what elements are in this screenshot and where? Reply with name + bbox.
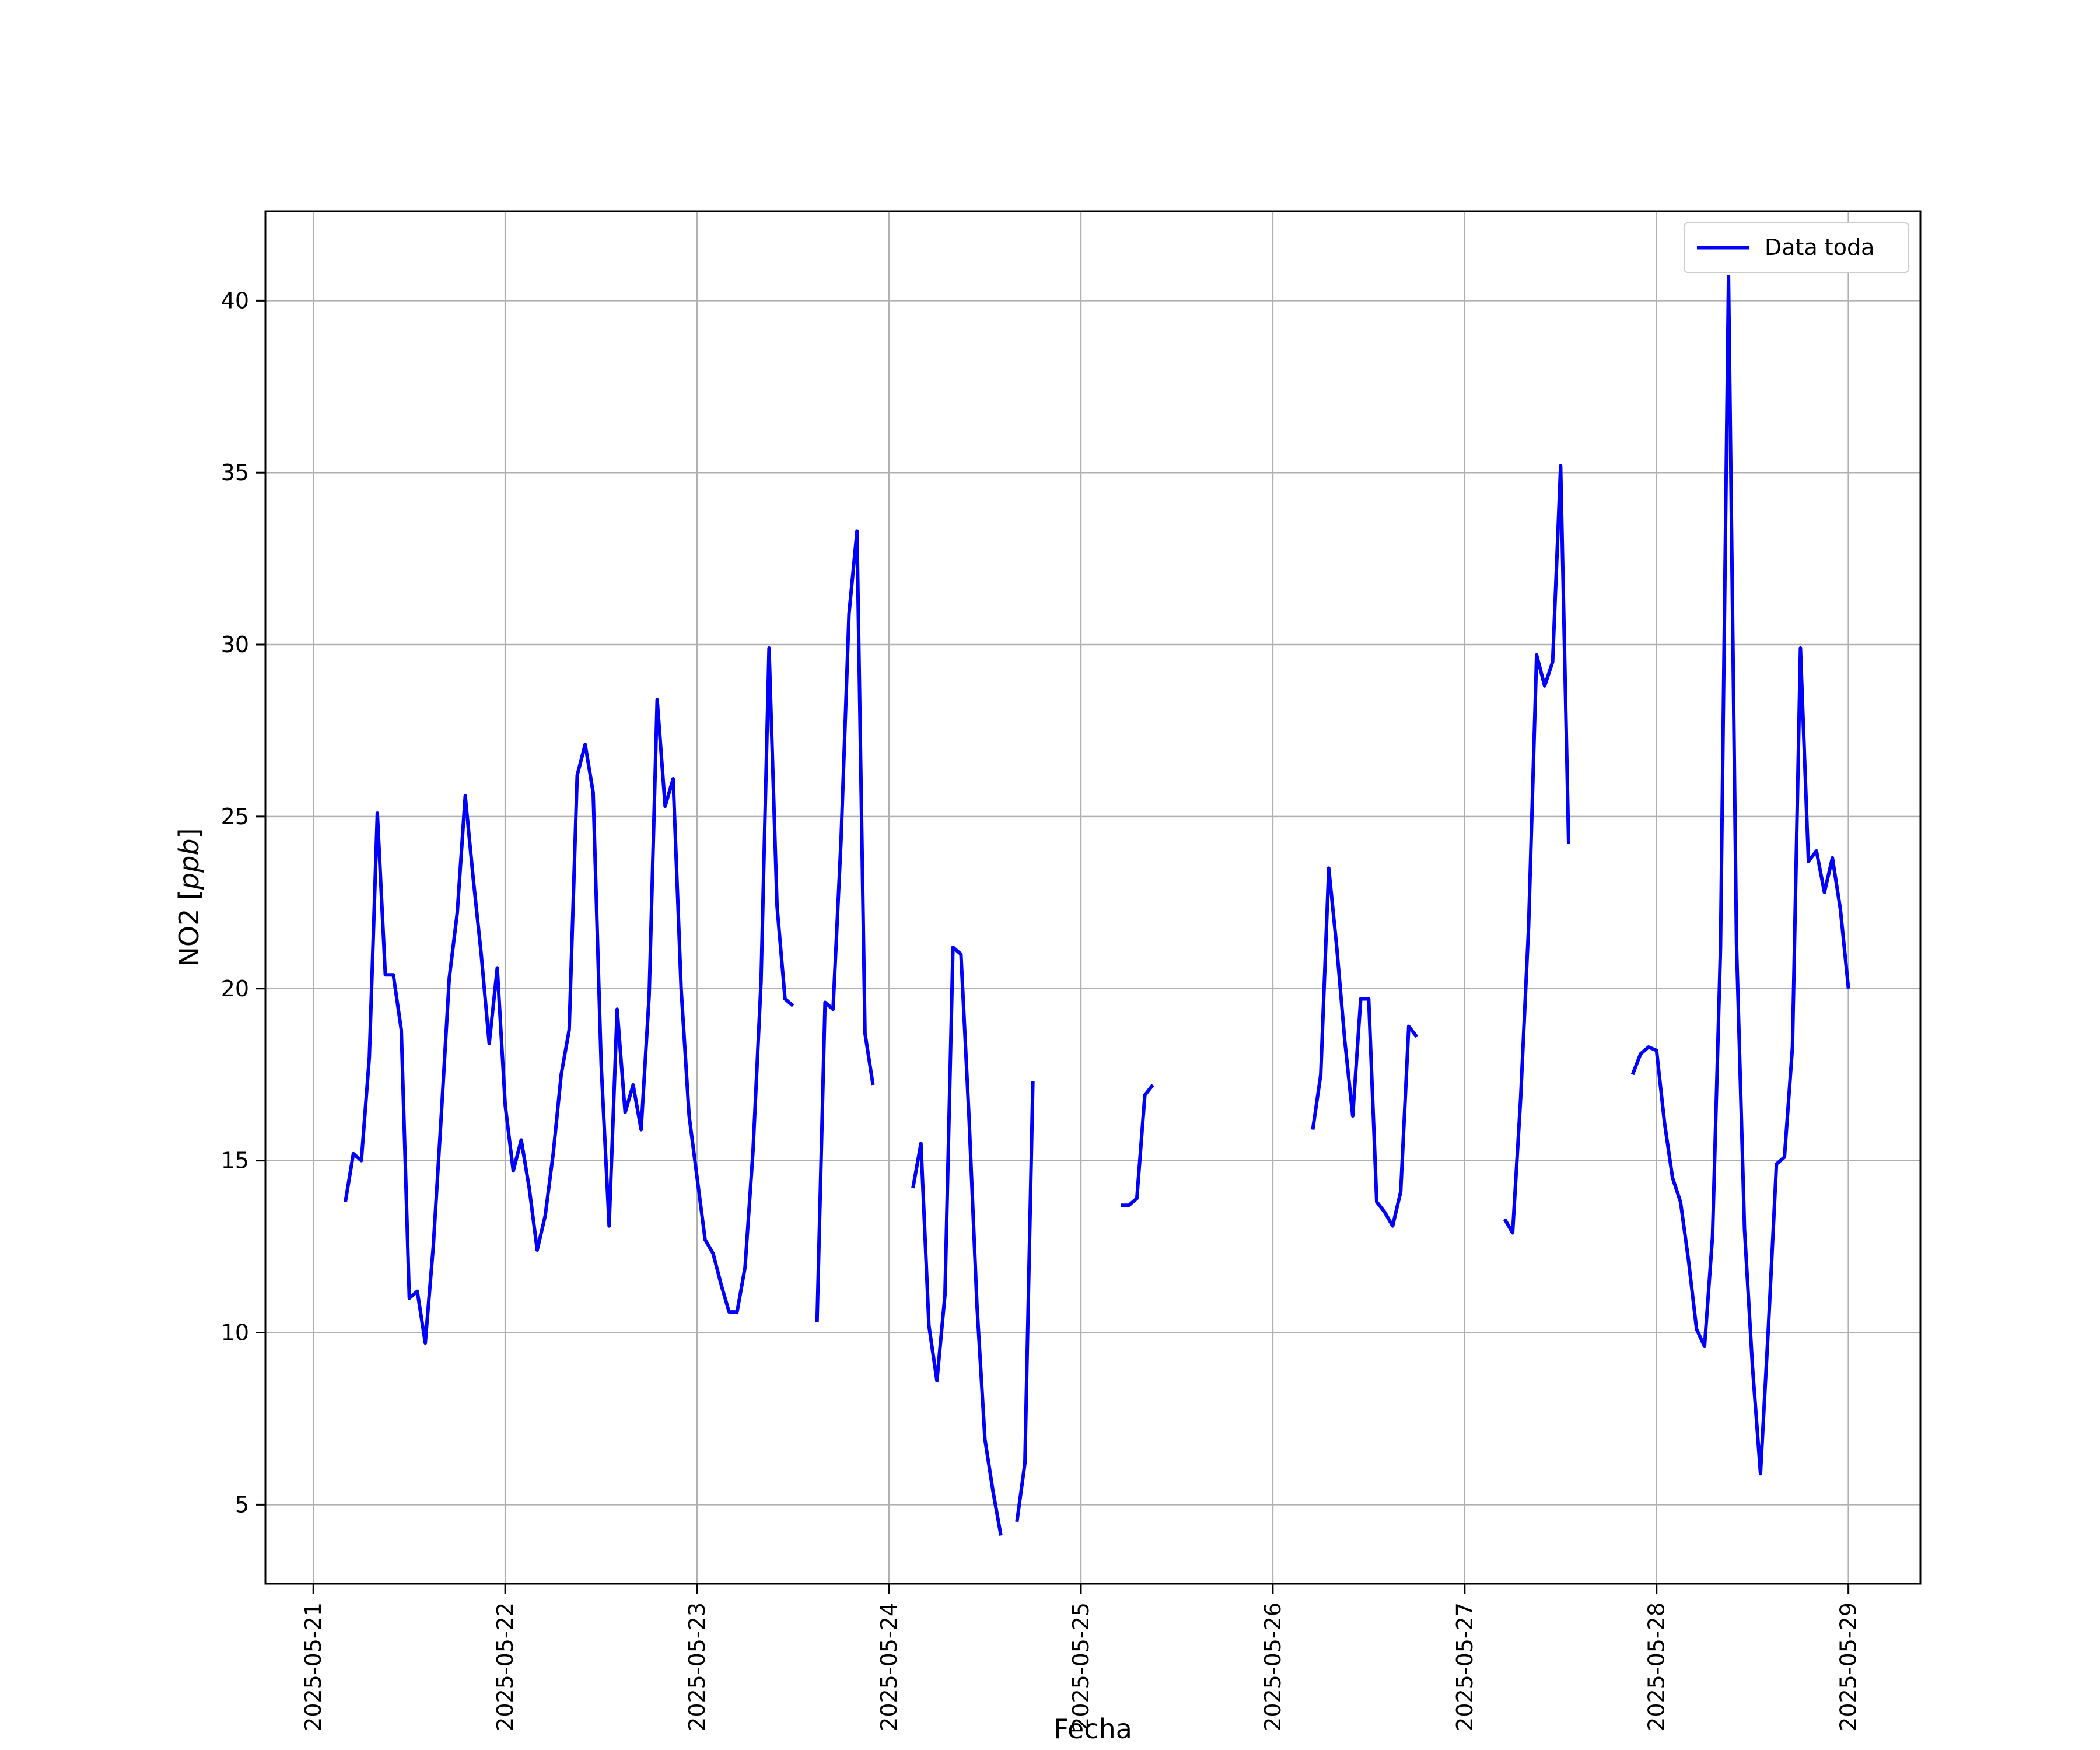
x-tick-label: 2025-05-29 xyxy=(1836,1602,1861,1731)
series-layer xyxy=(344,275,1850,1536)
series-line-segment xyxy=(1503,464,1570,1235)
x-tick-label: 2025-05-22 xyxy=(492,1602,518,1731)
y-axis-label: NO2 [ppb] xyxy=(173,828,205,967)
x-tick-label: 2025-05-24 xyxy=(876,1602,902,1731)
y-tick-label: 35 xyxy=(221,460,249,485)
y-tick-label: 10 xyxy=(221,1320,249,1346)
legend-box xyxy=(1684,222,1909,273)
legend: Data toda xyxy=(1684,222,1909,273)
series-line-segment xyxy=(1311,866,1418,1228)
y-tick-label: 20 xyxy=(221,976,249,1002)
x-tick-label: 2025-05-23 xyxy=(684,1602,710,1731)
x-tick-label: 2025-05-28 xyxy=(1644,1602,1670,1731)
plot-frame xyxy=(264,210,1922,1585)
y-tick-label: 5 xyxy=(235,1492,249,1517)
x-axis-label: Fecha xyxy=(1054,1713,1132,1745)
y-tick-label: 15 xyxy=(221,1148,249,1174)
grid xyxy=(265,211,1920,1584)
x-axis: 2025-05-21 2025-05-22 2025-05-23 2025-05-24… xyxy=(300,1584,1861,1731)
series-line-segment xyxy=(1630,275,1850,1476)
x-tick-label: 2025-05-27 xyxy=(1452,1602,1478,1731)
series-line-segment xyxy=(1015,1081,1035,1522)
y-tick-label: 25 xyxy=(221,804,249,830)
y-tick-label: 30 xyxy=(221,632,249,657)
x-tick-label: 2025-05-26 xyxy=(1260,1602,1286,1731)
series-line-segment xyxy=(911,946,1003,1536)
legend-label: Data toda xyxy=(1765,235,1874,260)
series-line-segment xyxy=(1121,1084,1154,1208)
x-tick-label: 2025-05-21 xyxy=(300,1602,326,1731)
x-tick-label: 2025-05-25 xyxy=(1068,1602,1094,1731)
y-tick-label: 40 xyxy=(221,288,249,313)
y-axis: 5 10 15 20 25 30 35 40 xyxy=(221,288,265,1517)
series-line-segment xyxy=(344,646,794,1345)
series-line-segment xyxy=(815,529,875,1322)
